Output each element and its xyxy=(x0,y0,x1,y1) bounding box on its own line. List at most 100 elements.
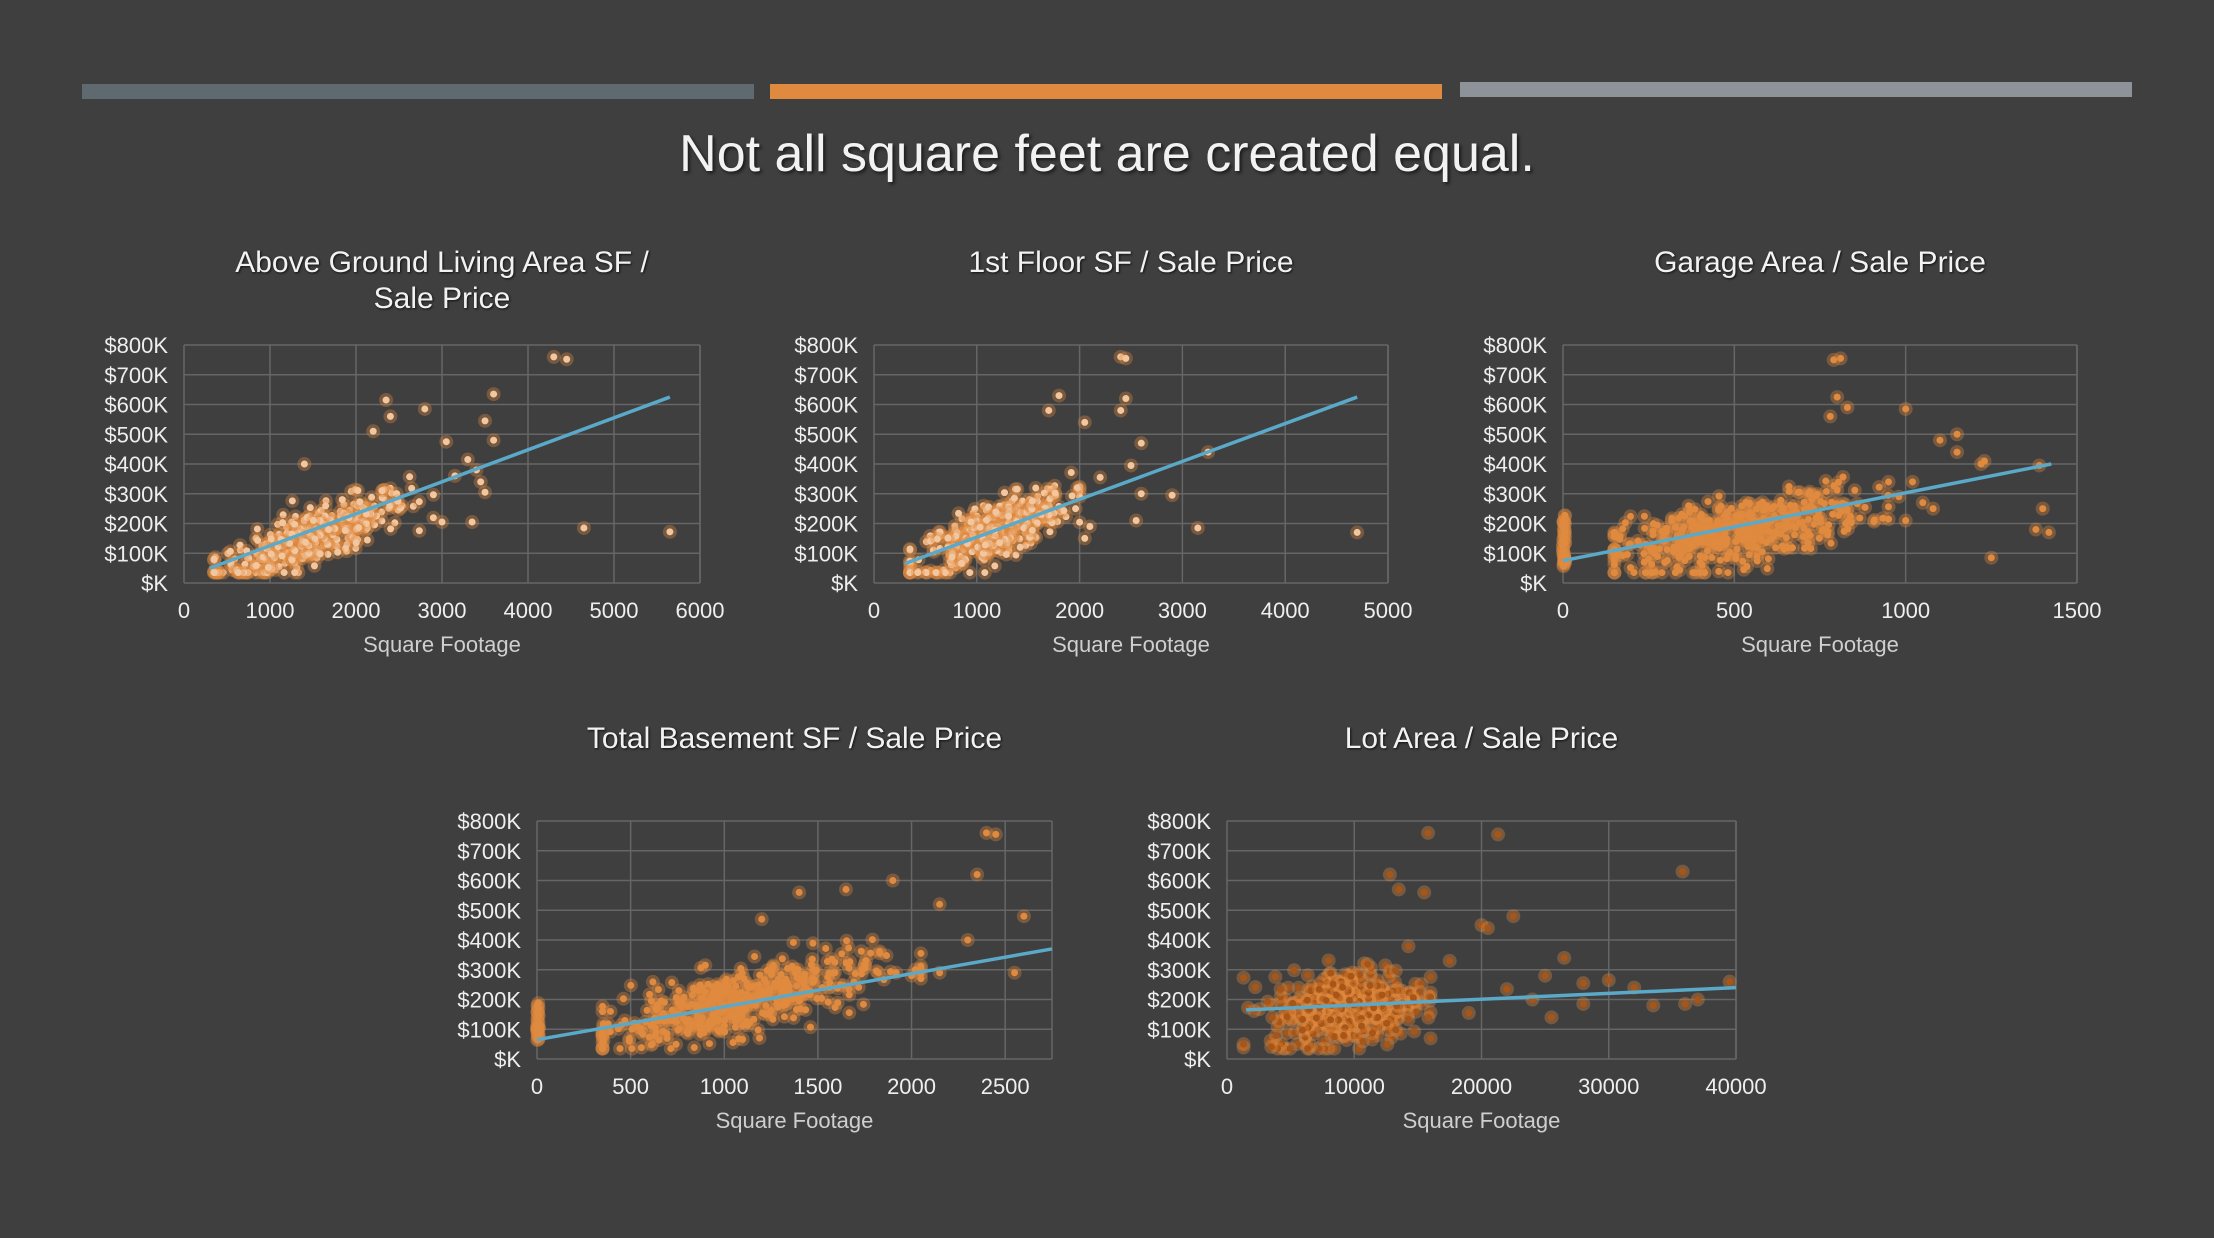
data-point xyxy=(1685,502,1693,510)
data-point xyxy=(845,985,853,993)
accent-bar-orange xyxy=(770,84,1442,99)
data-point xyxy=(2045,528,2053,536)
y-tick-label: $500K xyxy=(1147,898,1211,923)
data-point xyxy=(311,535,319,543)
data-point xyxy=(1353,528,1361,536)
data-point xyxy=(378,517,386,525)
data-point xyxy=(393,490,401,498)
data-point xyxy=(778,987,786,995)
x-tick-label: 2000 xyxy=(1055,598,1104,623)
y-tick-label: $600K xyxy=(794,393,858,418)
data-point xyxy=(1024,519,1032,527)
data-point xyxy=(1861,503,1869,511)
data-point xyxy=(1559,536,1567,544)
data-point xyxy=(1885,503,1893,511)
data-point xyxy=(1695,522,1703,530)
data-point xyxy=(355,524,363,532)
data-point xyxy=(981,541,989,549)
data-point xyxy=(705,1040,713,1048)
data-point xyxy=(1034,492,1042,500)
data-point xyxy=(826,978,834,986)
y-tick-label: $500K xyxy=(1483,422,1547,447)
x-tick-label: 3000 xyxy=(418,598,467,623)
data-point xyxy=(240,569,248,577)
data-point xyxy=(1689,517,1697,525)
x-tick-label: 1000 xyxy=(952,598,1001,623)
data-point xyxy=(354,486,362,494)
data-point xyxy=(751,953,759,961)
data-point xyxy=(1704,498,1712,506)
data-point xyxy=(1691,505,1699,513)
data-point xyxy=(784,964,792,972)
data-point xyxy=(1304,1045,1312,1053)
data-point xyxy=(1012,551,1020,559)
data-point xyxy=(1067,469,1075,477)
data-point xyxy=(1002,550,1010,558)
data-point xyxy=(352,517,360,525)
data-point xyxy=(1016,543,1024,551)
y-tick-label: $800K xyxy=(457,809,521,834)
data-point xyxy=(1627,512,1635,520)
data-point xyxy=(387,525,395,533)
data-point xyxy=(368,493,376,501)
data-point xyxy=(1839,473,1847,481)
data-point xyxy=(1902,405,1910,413)
data-point xyxy=(1404,1015,1412,1023)
data-point xyxy=(1364,960,1372,968)
data-point xyxy=(765,986,773,994)
data-point xyxy=(1715,506,1723,514)
y-tick-label: $200K xyxy=(457,988,521,1013)
data-point xyxy=(1559,518,1567,526)
data-point xyxy=(288,556,296,564)
data-point xyxy=(1723,514,1731,522)
accent-bar-gray xyxy=(82,84,754,99)
data-point xyxy=(1579,979,1587,987)
y-tick-label: $400K xyxy=(1483,452,1547,477)
data-point xyxy=(1127,461,1135,469)
data-point xyxy=(1785,488,1793,496)
data-point xyxy=(643,1006,651,1014)
data-point xyxy=(1392,967,1400,975)
y-tick-label: $700K xyxy=(1483,363,1547,388)
data-point xyxy=(291,512,299,520)
data-point xyxy=(1076,518,1084,526)
data-point xyxy=(1137,490,1145,498)
data-point xyxy=(1122,354,1130,362)
data-point xyxy=(933,535,941,543)
data-point xyxy=(429,514,437,522)
data-point xyxy=(971,505,979,513)
data-point xyxy=(1716,541,1724,549)
x-tick-label: 4000 xyxy=(1261,598,1310,623)
data-point xyxy=(619,995,627,1003)
data-point xyxy=(236,541,244,549)
data-point xyxy=(324,541,332,549)
data-point xyxy=(1763,565,1771,573)
chart-1: Above Ground Living Area SF /Sale Price $… xyxy=(104,246,724,657)
data-point xyxy=(1745,551,1753,559)
data-point xyxy=(731,1023,739,1031)
data-point xyxy=(926,532,934,540)
x-tick-label: 500 xyxy=(612,1074,649,1099)
chart-title: 1st Floor SF / Sale Price xyxy=(968,246,1293,279)
y-tick-label: $200K xyxy=(794,512,858,537)
data-point xyxy=(1410,1027,1418,1035)
data-point xyxy=(1560,525,1568,533)
data-point xyxy=(797,1005,805,1013)
data-point xyxy=(1733,545,1741,553)
data-point xyxy=(1856,514,1864,522)
data-point xyxy=(1758,548,1766,556)
y-tick-label: $400K xyxy=(1147,928,1211,953)
data-point xyxy=(408,484,416,492)
data-point xyxy=(1870,518,1878,526)
y-tick-label: $200K xyxy=(1483,512,1547,537)
data-point xyxy=(1843,507,1851,515)
data-point xyxy=(1715,567,1723,575)
y-tick-label: $300K xyxy=(794,482,858,507)
data-point xyxy=(1303,996,1311,1004)
data-point xyxy=(1835,511,1843,519)
data-point xyxy=(329,531,337,539)
data-point xyxy=(1649,531,1657,539)
data-point xyxy=(739,1007,747,1015)
data-point xyxy=(1547,1013,1555,1021)
x-tick-label: 0 xyxy=(178,598,190,623)
